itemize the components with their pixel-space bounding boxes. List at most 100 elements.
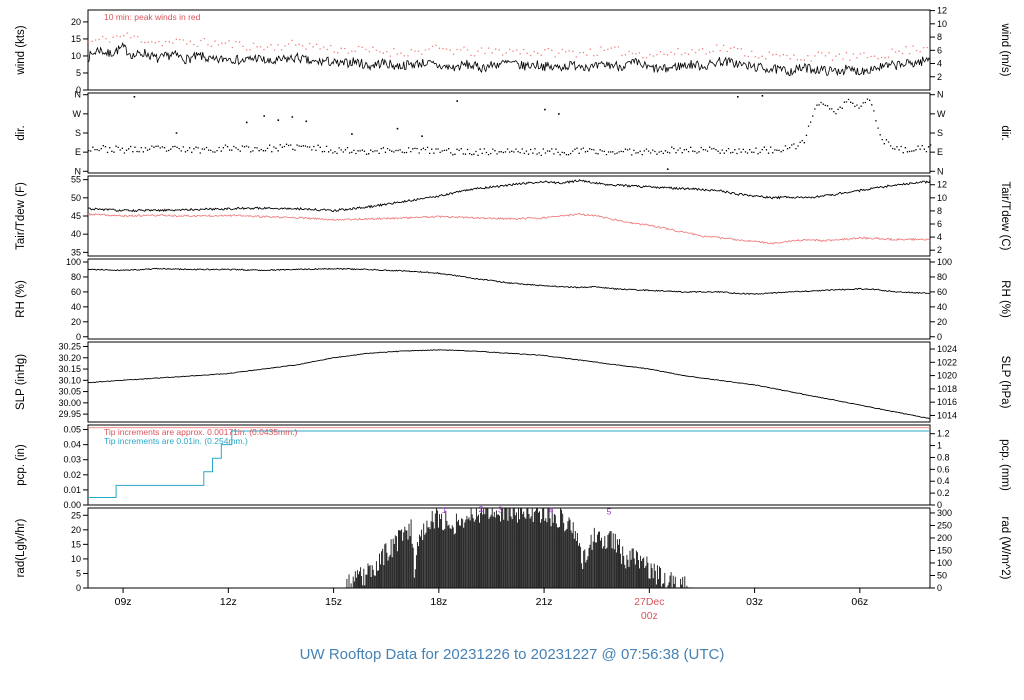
y-tick-label-right: N: [937, 90, 944, 100]
y-tick-label-left: 30.00: [58, 398, 81, 408]
y-tick-label-left: 0: [76, 85, 81, 95]
y-tick-label-right: 1: [937, 441, 942, 451]
y-tick-label-left: 55: [71, 175, 81, 185]
y-tick-label-right: 2: [937, 245, 942, 255]
y-tick-label-right: 4: [937, 232, 942, 242]
y-tick-label-right: 0.2: [937, 488, 950, 498]
series-direction-outliers: [133, 95, 764, 170]
axis-label-left-rad: rad(Lgly/hr): [15, 518, 27, 577]
y-tick-label-left: 30.20: [58, 353, 81, 363]
y-tick-label-left: 35: [71, 247, 81, 257]
y-tick-label-left: 29.95: [58, 409, 81, 419]
y-tick-label-left: 30.15: [58, 364, 81, 374]
y-tick-label-left: N: [75, 166, 82, 176]
y-tick-label-right: 2: [937, 72, 942, 82]
axis-label-right-slp: SLP (hPa): [999, 356, 1011, 409]
y-tick-label-left: S: [75, 128, 81, 138]
series-wind-direction: [88, 98, 932, 157]
y-tick-label-left: N: [75, 90, 82, 100]
y-tick-label-right: 8: [937, 32, 942, 42]
axis-label-left-rh: RH (%): [15, 280, 27, 318]
annotation-label: 1: [442, 505, 447, 515]
y-tick-label-right: 0: [937, 583, 942, 593]
y-tick-label-right: 100: [937, 257, 952, 267]
y-tick-label-right: 4: [937, 59, 942, 69]
y-tick-label-right: 6: [937, 219, 942, 229]
panel-rh: 0 20 40 60 80 100 0 20 40 60 80 100 RH (%) RH (%): [15, 257, 1011, 342]
series-rh: [87, 267, 931, 296]
y-tick-label-left: 20: [71, 317, 81, 327]
y-tick-label-left: 45: [71, 211, 81, 221]
axis-label-left-slp: SLP (inHg): [15, 354, 27, 410]
y-tick-label-right: 8: [937, 206, 942, 216]
y-tick-label-left: 10: [71, 554, 81, 564]
x-tick-label: 21z: [536, 596, 553, 608]
y-tick-label-right: 1014: [937, 410, 957, 420]
series-tdew: [87, 212, 931, 245]
y-tick-label-right: 12: [937, 180, 947, 190]
y-tick-label-right: 10: [937, 19, 947, 29]
y-tick-label-right: 20: [937, 317, 947, 327]
y-tick-label-left: 0.02: [63, 470, 81, 480]
y-tick-label-left: 0.00: [63, 500, 81, 510]
y-tick-label-right: 200: [937, 533, 952, 543]
y-tick-label-left: 5: [76, 68, 81, 78]
axis-label-left-temp: Tair/Tdew (F): [15, 182, 27, 250]
y-tick-label-left: 100: [66, 257, 81, 267]
y-tick-label-right: 0: [937, 500, 942, 510]
axis-label-left-dir: dir.: [15, 125, 27, 140]
y-tick-label-right: 250: [937, 520, 952, 530]
series-solar-radiation: [345, 508, 692, 588]
axis-label-left-pcp: pcp. (in): [15, 444, 27, 486]
y-tick-label-left: 40: [71, 302, 81, 312]
axis-label-right-dir: dir.: [999, 125, 1011, 140]
annotation-label: 2: [479, 504, 484, 514]
x-tick-label: 18z: [430, 596, 447, 608]
y-tick-label-right: 0.6: [937, 464, 950, 474]
x-tick-label: 03z: [746, 596, 763, 608]
x-tick-label: 12z: [220, 596, 237, 608]
panel-note: Tip increments are 0.01in. (0.254mm.): [104, 436, 248, 446]
x-tick-label: 06z: [851, 596, 868, 608]
y-tick-label-right: 0.4: [937, 476, 950, 486]
y-tick-label-right: 150: [937, 545, 952, 555]
y-tick-label-left: 5: [76, 568, 81, 578]
y-tick-label-left: 30.25: [58, 342, 81, 352]
x-axis: 09z 12z 15z 18z 21z 27Dec 00z 03z 06z: [115, 588, 868, 622]
y-tick-label-left: 0: [76, 332, 81, 342]
series-pcp-tipping-bucket: [88, 430, 930, 498]
panel-wind: 0 5 10 15 20 2 4 6 8 10 12 wind (kts) wind (m/s) 10 m…: [15, 6, 1011, 95]
y-tick-label-right: 1022: [937, 357, 957, 367]
y-tick-label-left: 15: [71, 34, 81, 44]
x-tick-label-2: 00z: [641, 610, 658, 622]
y-tick-label-left: E: [75, 147, 81, 157]
y-tick-label-right: 1016: [937, 397, 957, 407]
y-tick-label-right: E: [937, 147, 943, 157]
series-slp: [87, 349, 931, 420]
y-tick-label-right: N: [937, 166, 944, 176]
panel-temp: 35 40 45 50 55 2 4 6 8 10 12 Tair/Tdew (F) Tair/Tdew…: [15, 175, 1011, 258]
y-tick-label-right: 1024: [937, 344, 957, 354]
x-tick-label: 09z: [115, 596, 132, 608]
y-tick-label-right: 1020: [937, 371, 957, 381]
y-tick-label-right: S: [937, 128, 943, 138]
y-tick-label-left: 10: [71, 51, 81, 61]
y-tick-label-left: 25: [71, 510, 81, 520]
y-tick-label-left: 80: [71, 272, 81, 282]
y-tick-label-right: 10: [937, 193, 947, 203]
y-tick-label-right: 100: [937, 558, 952, 568]
y-tick-label-right: 1018: [937, 384, 957, 394]
y-tick-label-right: 300: [937, 508, 952, 518]
y-tick-label-left: 30.05: [58, 387, 81, 397]
panel-pcp: 0.00 0.01 0.02 0.03 0.04 0.05 0 0.2 0.4 0.6 0.81 1.…: [15, 424, 1011, 510]
axis-label-left-wind: wind (kts): [15, 25, 27, 75]
y-tick-label-right: 60: [937, 287, 947, 297]
y-tick-label-right: 40: [937, 302, 947, 312]
y-tick-label-left: 0.04: [63, 440, 81, 450]
y-tick-label-left: 30.10: [58, 375, 81, 385]
axis-label-right-pcp: pcp. (mm): [999, 439, 1011, 491]
x-tick-label: 27Dec: [634, 596, 664, 608]
y-tick-label-right: 0: [937, 332, 942, 342]
